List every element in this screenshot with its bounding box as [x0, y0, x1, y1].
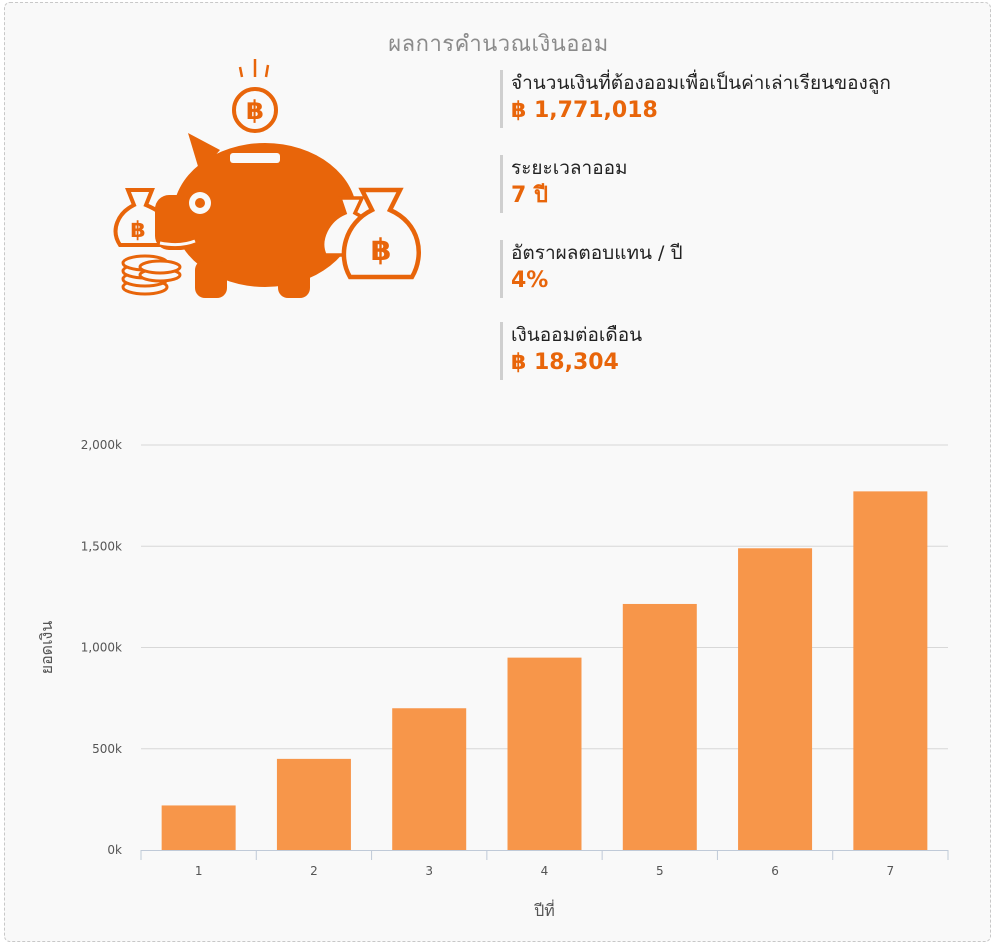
- bar: [161, 805, 236, 850]
- x-tick-label: 6: [771, 864, 779, 878]
- y-tick-label: 1,000k: [81, 641, 122, 655]
- stat-label: เงินออมต่อเดือน: [511, 324, 643, 346]
- y-tick-label: 1,500k: [81, 539, 122, 553]
- savings-bar-chart: 0k 500k 1,000k 1,500k 2,000k 1 2 3 4 5 6 7 ปีที่ ยอดเ…: [37, 438, 949, 920]
- x-tick-label: 7: [887, 864, 895, 878]
- stat-label: อัตราผลตอบแทน / ปี: [511, 242, 683, 264]
- bar: [507, 657, 582, 850]
- stat-label: จำนวนเงินที่ต้องออมเพื่อเป็นค่าเล่าเรียน…: [511, 72, 891, 94]
- piggy-bank-money-bags-icon: ฿ ฿ ฿: [113, 59, 421, 298]
- bar: [392, 708, 467, 850]
- svg-text:฿: ฿: [371, 233, 392, 268]
- stat-target-amount: จำนวนเงินที่ต้องออมเพื่อเป็นค่าเล่าเรียน…: [500, 70, 891, 128]
- x-tick-label: 1: [195, 864, 203, 878]
- svg-text:฿: ฿: [130, 218, 145, 243]
- bar: [738, 548, 813, 850]
- stat-saving-period: ระยะเวลาออม 7 ปี: [500, 155, 628, 213]
- y-tick-label: 2,000k: [81, 438, 122, 452]
- y-tick-label: 500k: [92, 742, 122, 756]
- bar: [853, 491, 928, 850]
- stat-label: ระยะเวลาออม: [511, 157, 628, 179]
- stat-monthly-saving: เงินออมต่อเดือน ฿ 18,304: [500, 322, 642, 380]
- x-axis-title: ปีที่: [534, 899, 555, 920]
- stat-value: ฿ 1,771,018: [511, 98, 658, 123]
- svg-text:฿: ฿: [246, 96, 264, 126]
- stat-return-rate: อัตราผลตอบแทน / ปี 4%: [500, 240, 683, 298]
- results-card: [4, 2, 991, 942]
- x-tick-label: 4: [541, 864, 549, 878]
- stat-value: 4%: [511, 268, 549, 293]
- stat-value: ฿ 18,304: [511, 350, 619, 375]
- y-axis-title: ยอดเงิน: [37, 621, 56, 675]
- page-title: ผลการคำนวณเงินออม: [388, 32, 609, 57]
- bar: [276, 758, 351, 850]
- bar: [622, 603, 697, 850]
- x-tick-label: 5: [656, 864, 664, 878]
- x-tick-label: 2: [310, 864, 318, 878]
- y-tick-label: 0k: [107, 843, 122, 857]
- stat-value: 7 ปี: [511, 183, 548, 208]
- x-tick-label: 3: [425, 864, 433, 878]
